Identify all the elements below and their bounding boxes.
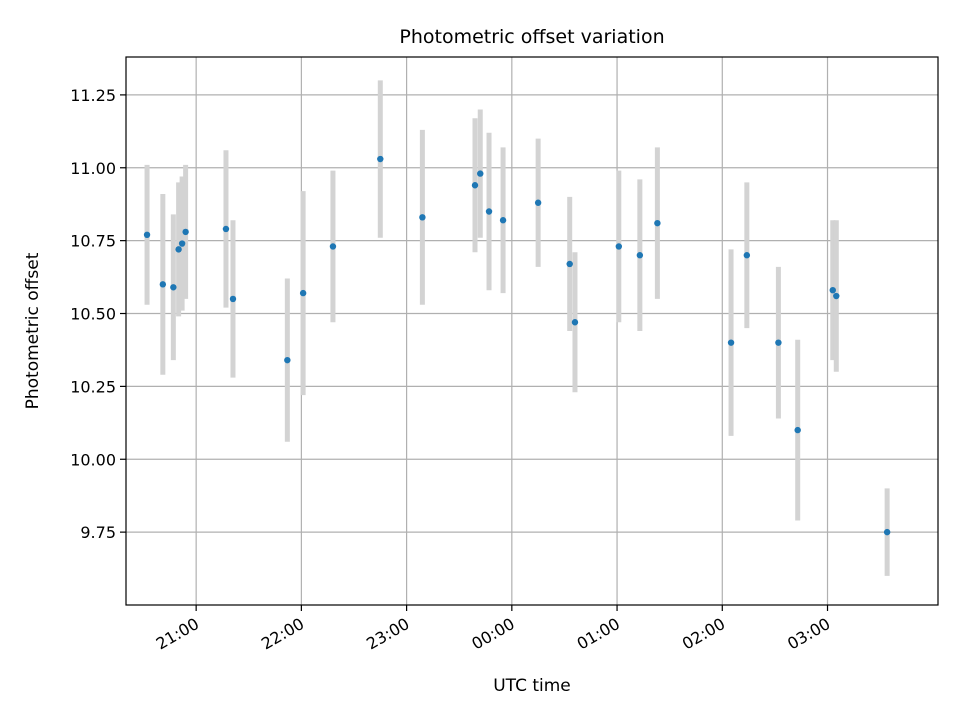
data-point bbox=[794, 426, 801, 434]
data-points bbox=[143, 155, 891, 536]
data-point bbox=[499, 217, 507, 224]
data-point bbox=[182, 228, 189, 236]
y-tick-label: 11.25 bbox=[70, 86, 116, 105]
y-tick-label: 10.00 bbox=[70, 450, 116, 469]
data-point bbox=[477, 170, 484, 177]
data-point bbox=[299, 289, 307, 297]
data-point bbox=[829, 286, 836, 294]
x-axis-label: UTC time bbox=[493, 676, 571, 696]
data-point bbox=[222, 225, 230, 233]
data-point bbox=[159, 281, 167, 288]
y-axis: 9.75 10.00 10.25 10.50 10.75 11.00 11.25 bbox=[70, 86, 126, 542]
data-point bbox=[654, 219, 661, 227]
plot-frame bbox=[125, 56, 939, 606]
data-point bbox=[377, 155, 384, 163]
y-tick-label: 9.75 bbox=[80, 523, 116, 542]
y-axis-label: Photometric offset bbox=[23, 252, 43, 409]
data-point bbox=[833, 292, 840, 300]
y-tick-label: 11.00 bbox=[70, 159, 116, 178]
data-point bbox=[727, 339, 735, 346]
data-point bbox=[178, 240, 186, 247]
data-point bbox=[229, 295, 237, 303]
data-point bbox=[170, 284, 177, 291]
data-point bbox=[175, 246, 182, 253]
y-tick-label: 10.25 bbox=[70, 377, 116, 396]
chart-title: Photometric offset variation bbox=[399, 26, 664, 48]
data-point bbox=[471, 182, 479, 189]
data-point bbox=[329, 243, 337, 250]
grid bbox=[126, 57, 938, 605]
y-tick-label: 10.50 bbox=[70, 305, 116, 324]
data-point bbox=[775, 339, 782, 346]
data-point bbox=[284, 356, 291, 364]
data-point bbox=[883, 528, 891, 536]
data-point bbox=[566, 260, 573, 268]
data-point bbox=[615, 243, 623, 250]
data-point bbox=[636, 252, 644, 259]
data-point bbox=[143, 231, 151, 239]
data-point bbox=[419, 214, 426, 221]
data-point bbox=[743, 252, 751, 259]
data-point bbox=[485, 208, 493, 215]
data-point bbox=[571, 319, 579, 326]
data-point bbox=[534, 199, 542, 206]
y-tick-label: 10.75 bbox=[70, 232, 116, 251]
